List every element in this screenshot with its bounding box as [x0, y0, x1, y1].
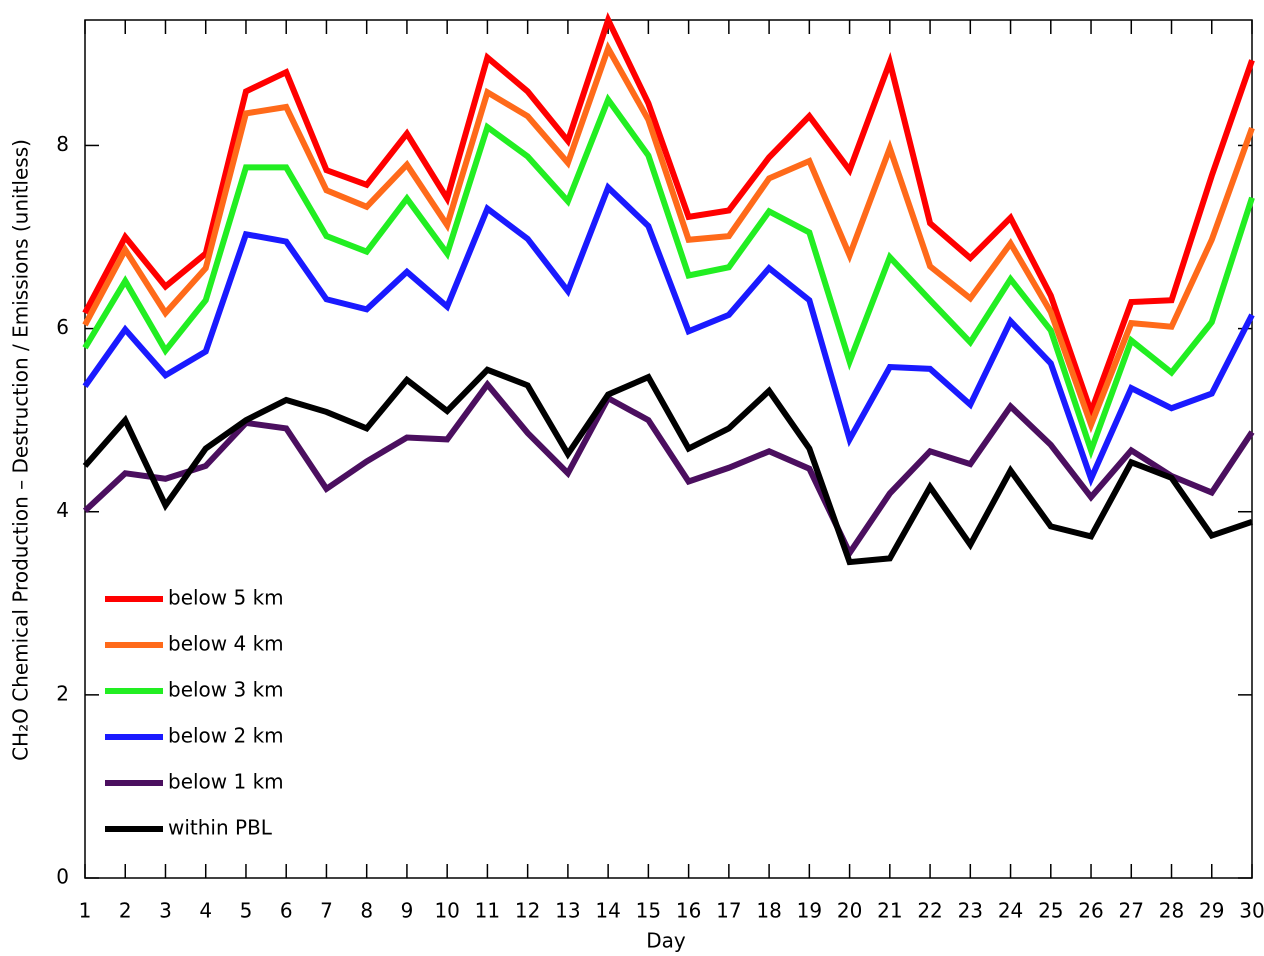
- x-tick-label: 29: [1199, 899, 1224, 923]
- x-tick-label: 6: [280, 899, 293, 923]
- legend-label: below 2 km: [168, 724, 284, 748]
- y-tick-label: 8: [56, 132, 69, 156]
- x-tick-label: 17: [716, 899, 741, 923]
- x-tick-label: 20: [837, 899, 862, 923]
- x-tick-label: 15: [636, 899, 661, 923]
- x-tick-label: 28: [1159, 899, 1184, 923]
- x-axis-label: Day: [646, 929, 686, 953]
- x-tick-label: 23: [958, 899, 983, 923]
- x-tick-label: 13: [555, 899, 580, 923]
- legend-label: below 4 km: [168, 632, 284, 656]
- x-tick-label: 26: [1078, 899, 1103, 923]
- x-tick-label: 4: [199, 899, 212, 923]
- x-tick-label: 25: [1038, 899, 1063, 923]
- y-axis-label: CH₂O Chemical Production – Destruction /…: [9, 139, 33, 761]
- legend-label: below 1 km: [168, 770, 284, 794]
- series-line: [82, 366, 1253, 566]
- x-tick-label: 27: [1119, 899, 1144, 923]
- x-tick-label: 18: [756, 899, 781, 923]
- x-tick-label: 14: [595, 899, 620, 923]
- x-tick-label: 8: [360, 899, 373, 923]
- series-line: [82, 379, 1255, 559]
- series-line: [82, 12, 1255, 421]
- y-tick-label: 2: [56, 681, 69, 705]
- y-tick-label: 4: [56, 498, 69, 522]
- y-tick-label: 6: [56, 315, 69, 339]
- x-tick-label: 7: [320, 899, 333, 923]
- x-tick-label: 19: [797, 899, 822, 923]
- x-tick-label: 9: [401, 899, 414, 923]
- x-tick-label: 1: [79, 899, 92, 923]
- x-tick-label: 21: [877, 899, 902, 923]
- plot-frame: [84, 19, 1253, 879]
- x-tick-label: 11: [475, 899, 500, 923]
- series-line: [82, 182, 1255, 487]
- series-line: [82, 93, 1255, 460]
- x-tick-label: 12: [515, 899, 540, 923]
- x-tick-label: 5: [240, 899, 253, 923]
- y-tick-label: 0: [56, 865, 69, 889]
- x-tick-label: 10: [434, 899, 459, 923]
- x-tick-label: 16: [676, 899, 701, 923]
- x-tick-label: 2: [119, 899, 132, 923]
- x-tick-label: 22: [917, 899, 942, 923]
- x-tick-label: 24: [998, 899, 1023, 923]
- legend-label: within PBL: [168, 816, 273, 840]
- x-tick-label: 3: [159, 899, 172, 923]
- series-line: [82, 41, 1255, 434]
- legend-label: below 5 km: [168, 586, 284, 610]
- legend-label: below 3 km: [168, 678, 284, 702]
- x-tick-label: 30: [1239, 899, 1264, 923]
